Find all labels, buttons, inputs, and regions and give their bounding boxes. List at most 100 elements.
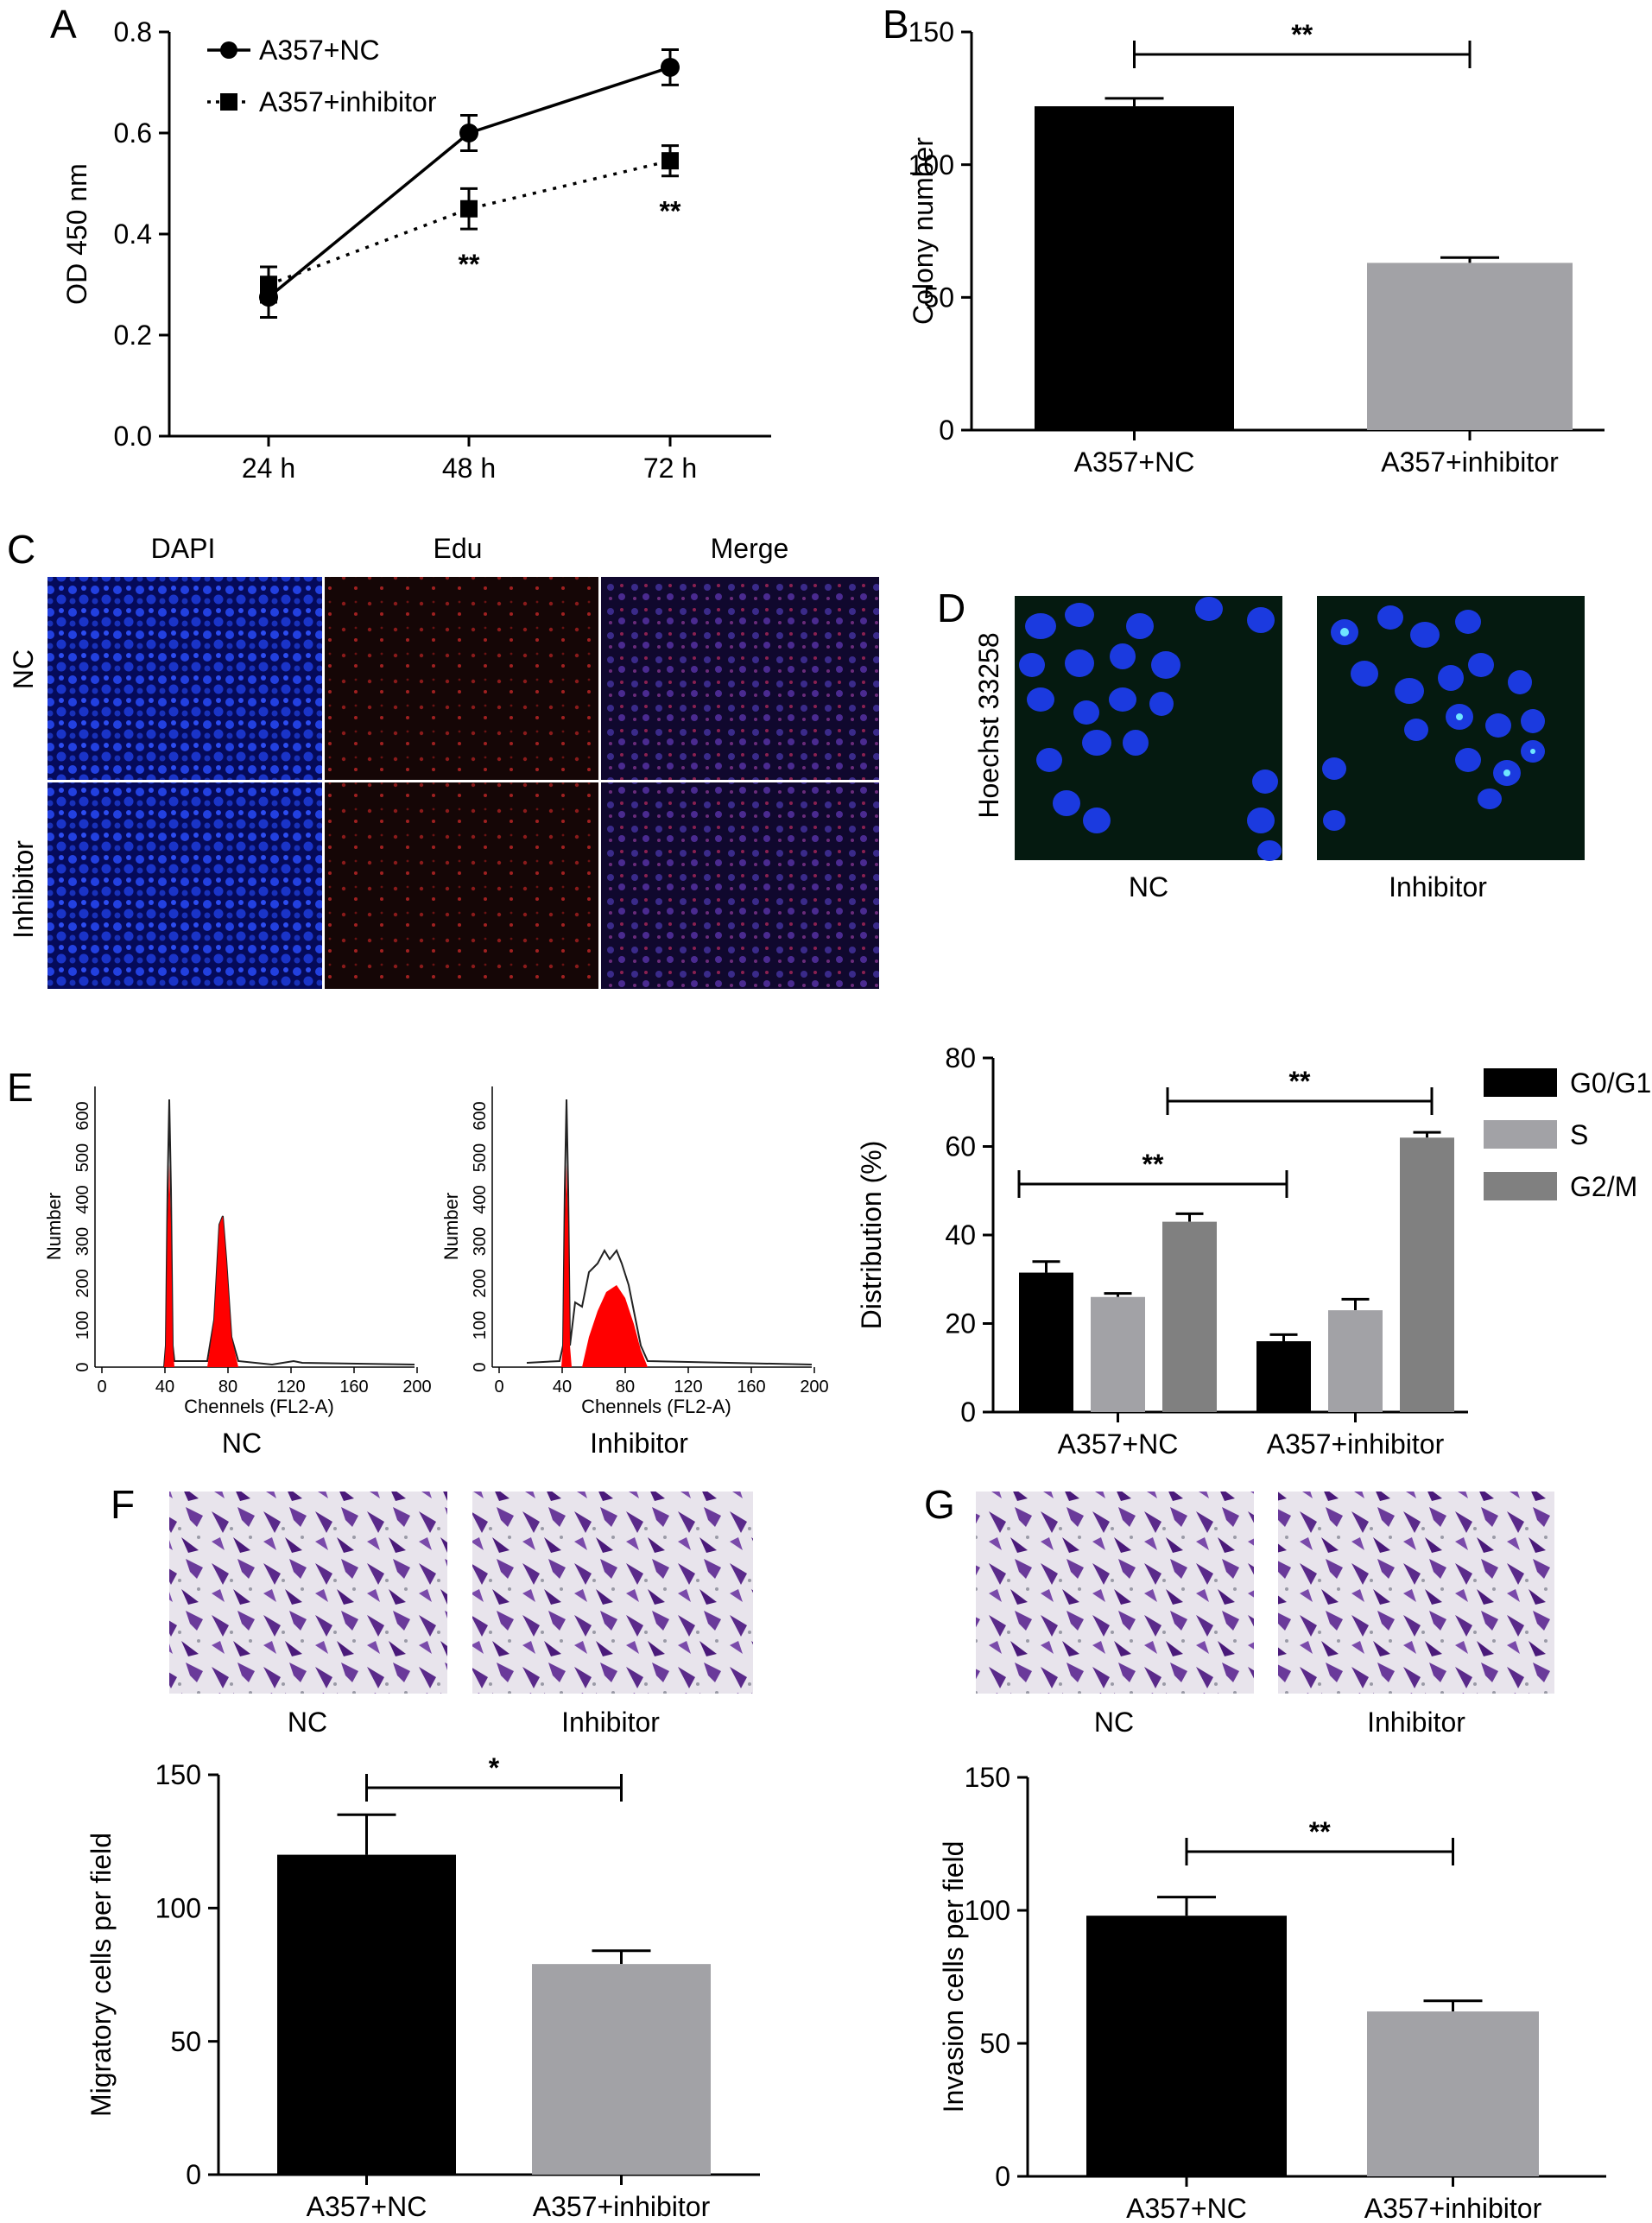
- e-caption-inhibitor: Inhibitor: [590, 1428, 688, 1459]
- hist-y-tick-label: 400: [73, 1185, 92, 1213]
- A-legend-marker: [220, 41, 237, 59]
- c-image-inh-edu: [325, 782, 598, 989]
- E-x-tick-label: A357+NC: [1058, 1428, 1179, 1460]
- A-point-inhibitor: [260, 276, 277, 294]
- panel-g-microscopy: NC Inhibitor: [976, 1492, 1554, 1738]
- B-bar-1: [1367, 263, 1573, 430]
- c-image-nc-edu: [325, 577, 598, 780]
- E-y-tick-label: 20: [945, 1308, 976, 1340]
- panel-d-hoechst: Hoechst 33258: [973, 596, 1585, 902]
- panel-label-b: B: [883, 2, 909, 47]
- E-legend-swatch: [1484, 1120, 1557, 1149]
- chart-e-distribution: 0 20 40 60 80 Distribution (%) A357+NC A357+inh…: [856, 1042, 1651, 1460]
- A-legend-text: A357+NC: [259, 35, 380, 66]
- g-caption-inhibitor: Inhibitor: [1367, 1707, 1465, 1738]
- G-y-tick-label: 100: [965, 1895, 1010, 1926]
- d-ylabel: Hoechst 33258: [973, 632, 1004, 818]
- E-legend-text: G0/G1: [1570, 1067, 1651, 1099]
- g-image-inhibitor: [1278, 1492, 1554, 1694]
- A-legend-text: A357+inhibitor: [259, 86, 437, 117]
- hist-y-tick-label: 400: [471, 1185, 490, 1213]
- F-y-tick-label: 50: [170, 2026, 201, 2057]
- B-y-tick-label: 0: [939, 415, 954, 446]
- hist-x-title: Chennels (FL2-A): [184, 1396, 334, 1417]
- panel-label-g: G: [924, 1482, 955, 1527]
- histogram-inhibitor: [491, 1086, 813, 1368]
- panel-label-f: F: [111, 1482, 135, 1527]
- c-row-inhibitor: Inhibitor: [8, 840, 39, 939]
- hist-y-tick-label: 500: [471, 1143, 490, 1172]
- A-legend-marker: [220, 93, 237, 111]
- E-bar-G2/M: [1400, 1137, 1454, 1412]
- hist-y-tick-label: 100: [73, 1311, 92, 1340]
- F-y-tick-label: 100: [155, 1893, 201, 1924]
- F-bar-1: [532, 1964, 711, 2175]
- E-significance: **: [1142, 1149, 1164, 1180]
- F-y-tick-label: 150: [155, 1759, 201, 1790]
- G-x-tick-label: A357+NC: [1126, 2193, 1247, 2223]
- d-image-nc: [1015, 596, 1282, 860]
- F-significance: *: [489, 1752, 500, 1783]
- hist-y-tick-label: 200: [73, 1269, 92, 1297]
- hist-y-tick-label: 500: [73, 1143, 92, 1172]
- hist-x-tick-label: 80: [616, 1378, 635, 1396]
- hist-x-title: Chennels (FL2-A): [581, 1396, 731, 1417]
- hist-x-tick-label: 160: [339, 1378, 368, 1396]
- hist-x-tick-label: 160: [737, 1378, 765, 1396]
- B-y-tick-label: 150: [908, 16, 954, 48]
- panel-e-histograms: 0 40 80 120 160 2000100200300400500600Chennel…: [43, 1086, 829, 1459]
- B-bar-0: [1035, 106, 1234, 430]
- A-point-nc: [459, 124, 478, 142]
- A-point-nc: [661, 57, 680, 77]
- E-legend-swatch: [1484, 1068, 1557, 1097]
- A-y-tick-label: 0.6: [114, 117, 152, 149]
- B-y-title: Colony number: [908, 137, 939, 325]
- c-row-nc: NC: [8, 649, 39, 689]
- E-bar-G0/G1: [1256, 1341, 1311, 1412]
- G-bar-0: [1086, 1916, 1287, 2176]
- hist-y-title: Number: [43, 1193, 65, 1260]
- E-x-tick-label: A357+inhibitor: [1267, 1428, 1445, 1460]
- A-x-tick-label: 72 h: [643, 453, 697, 484]
- hist-x-tick-label: 0: [494, 1378, 503, 1396]
- E-legend-text: S: [1570, 1119, 1588, 1150]
- panel-label-a: A: [50, 2, 77, 47]
- hist-y-tick-label: 0: [73, 1362, 92, 1371]
- hist-y-tick-label: 300: [73, 1227, 92, 1256]
- F-y-title: Migratory cells per field: [85, 1833, 117, 2117]
- c-image-nc-dapi: [47, 577, 322, 780]
- f-caption-nc: NC: [288, 1707, 327, 1738]
- panel-c-microscopy: DAPI Edu Merge NC Inhibitor: [8, 533, 879, 989]
- hist-y-title: Number: [440, 1193, 462, 1260]
- c-col-edu: Edu: [434, 533, 483, 564]
- chart-a-line: 0.0 0.2 0.4 0.6 0.8 OD 450 nm 24 h 48 h 72 h ** **…: [61, 16, 771, 484]
- histogram-nc: [94, 1086, 415, 1368]
- hist-x-tick-label: 0: [97, 1378, 106, 1396]
- c-image-inh-dapi: [47, 782, 322, 989]
- G-y-tick-label: 150: [965, 1762, 1010, 1793]
- G-x-tick-label: A357+inhibitor: [1364, 2193, 1542, 2223]
- f-caption-inhibitor: Inhibitor: [561, 1707, 660, 1738]
- E-bar-S: [1091, 1296, 1145, 1412]
- A-point-inhibitor: [460, 200, 478, 218]
- B-x-tick-label: A357+NC: [1074, 446, 1195, 478]
- hist-y-tick-label: 0: [471, 1362, 490, 1371]
- hist-y-tick-label: 600: [73, 1101, 92, 1130]
- hist-x-tick-label: 120: [674, 1378, 702, 1396]
- A-significance: **: [660, 196, 681, 227]
- A-significance: **: [459, 249, 480, 280]
- E-y-title: Distribution (%): [856, 1141, 887, 1330]
- F-bar-0: [277, 1854, 456, 2175]
- A-y-tick-label: 0.0: [114, 421, 152, 452]
- E-y-tick-label: 80: [945, 1042, 976, 1074]
- F-y-tick-label: 0: [186, 2159, 201, 2190]
- panel-label-e: E: [7, 1065, 34, 1110]
- c-image-inh-merge: [601, 782, 879, 989]
- hist-y-tick-label: 300: [471, 1227, 490, 1256]
- c-col-merge: Merge: [711, 533, 789, 564]
- g-caption-nc: NC: [1094, 1707, 1134, 1738]
- E-y-tick-label: 40: [945, 1219, 976, 1251]
- A-x-tick-label: 24 h: [242, 453, 295, 484]
- panel-f-microscopy: NC Inhibitor: [169, 1492, 753, 1738]
